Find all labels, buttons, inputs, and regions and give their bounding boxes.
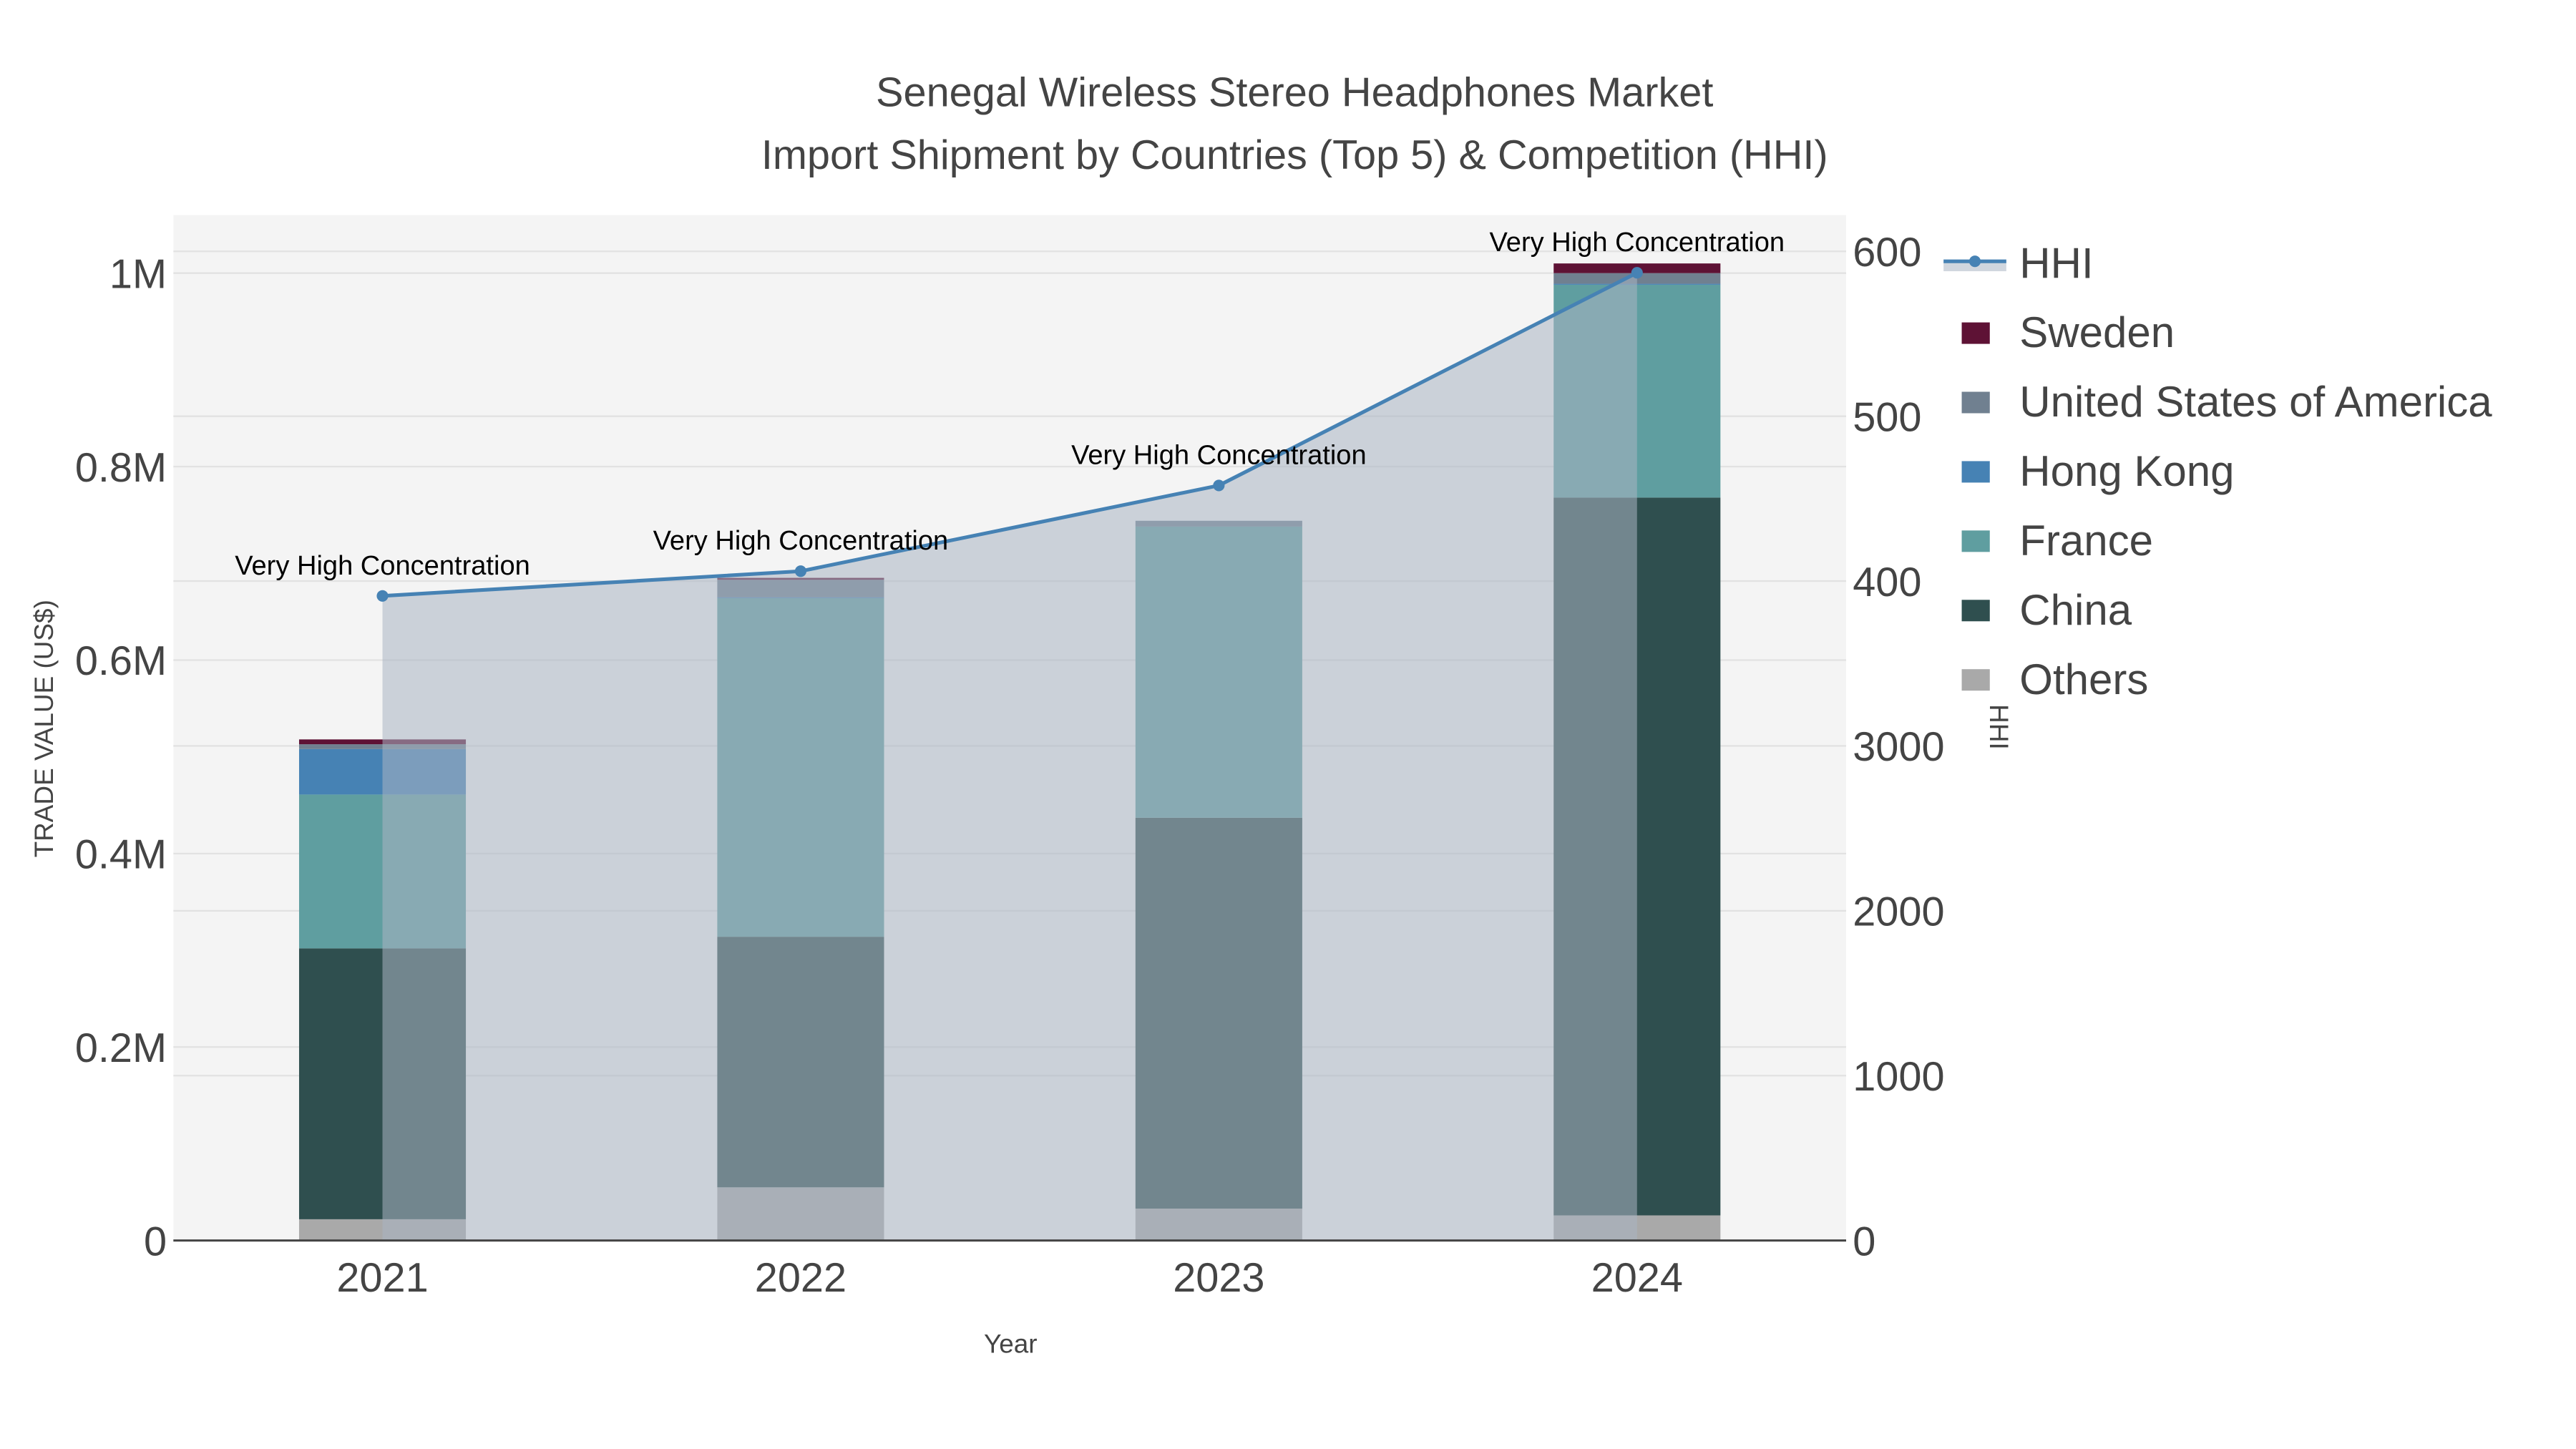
x-tick-label: 2021 bbox=[336, 1255, 428, 1301]
legend-label-hhi: HHI bbox=[2019, 239, 2093, 287]
x-tick-label: 2022 bbox=[755, 1255, 847, 1301]
legend-label-others: Others bbox=[2019, 655, 2148, 703]
hhi-series: Very High Concentration Very High Concent… bbox=[235, 228, 1785, 1241]
legend-label-united-states-of-america: United States of America bbox=[2019, 378, 2492, 426]
legend-swatch-hong-kong bbox=[1961, 461, 1990, 483]
hhi-point bbox=[794, 565, 807, 577]
hhi-point bbox=[1631, 267, 1643, 279]
chart-title-line1: Senegal Wireless Stereo Headphones Marke… bbox=[876, 69, 1713, 115]
legend-swatch-sweden bbox=[1961, 322, 1990, 344]
y2-tick-label: 0 bbox=[1853, 1219, 1875, 1264]
y-tick-label: 0.2M bbox=[75, 1025, 167, 1071]
legend-label-china: China bbox=[2019, 586, 2132, 634]
legend-label-france: France bbox=[2019, 517, 2153, 565]
y-tick-label: 0.8M bbox=[75, 445, 167, 491]
legend: HHI Sweden United States of America Hong Ko… bbox=[1943, 239, 2492, 703]
y2-tick-label: 3000 bbox=[1853, 724, 1944, 770]
hhi-line bbox=[382, 270, 1638, 598]
legend-swatch-united-states-of-america bbox=[1961, 391, 1990, 414]
hhi-annotation: Very High Concentration bbox=[1489, 228, 1785, 258]
y-tick-label: 0.6M bbox=[75, 638, 167, 684]
y2-tick-label: 2000 bbox=[1853, 889, 1944, 935]
y-tick-label: 0 bbox=[144, 1219, 167, 1264]
x-tick-label: 2023 bbox=[1173, 1255, 1264, 1301]
y2-axis-title: HHI bbox=[1984, 704, 2014, 750]
axes: 0 0.2M 0.4M 0.6M 0.8M 1M 0 1000 2000 3000 400 500 60… bbox=[75, 230, 1945, 1301]
hhi-area bbox=[382, 273, 1637, 1241]
bar-hong-kong-2024 bbox=[1553, 283, 1721, 285]
y-tick-label: 0.4M bbox=[75, 832, 167, 878]
y2-tick-label: 400 bbox=[1853, 560, 1921, 605]
hhi-point bbox=[376, 590, 389, 602]
legend-label-hong-kong: Hong Kong bbox=[2019, 447, 2234, 495]
y2-tick-label: 500 bbox=[1853, 394, 1921, 440]
y2-tick-label: 600 bbox=[1853, 230, 1921, 275]
legend-swatch-china bbox=[1961, 600, 1990, 622]
x-tick-label: 2024 bbox=[1591, 1255, 1683, 1301]
y2-tick-label: 1000 bbox=[1853, 1054, 1944, 1100]
x-axis-title: Year bbox=[984, 1330, 1038, 1359]
chart-title-line2: Import Shipment by Countries (Top 5) & C… bbox=[761, 132, 1828, 178]
legend-hhi-marker bbox=[1968, 255, 1981, 268]
hhi-annotation: Very High Concentration bbox=[235, 551, 530, 581]
y-tick-label: 1M bbox=[109, 251, 167, 297]
hhi-point bbox=[1213, 479, 1225, 492]
hhi-annotation: Very High Concentration bbox=[1071, 440, 1367, 470]
legend-swatch-others bbox=[1961, 669, 1990, 691]
y-axis-title: TRADE VALUE (US$) bbox=[29, 600, 59, 857]
legend-swatch-france bbox=[1961, 530, 1990, 552]
hhi-annotation: Very High Concentration bbox=[653, 526, 949, 556]
legend-label-sweden: Sweden bbox=[2019, 308, 2175, 356]
